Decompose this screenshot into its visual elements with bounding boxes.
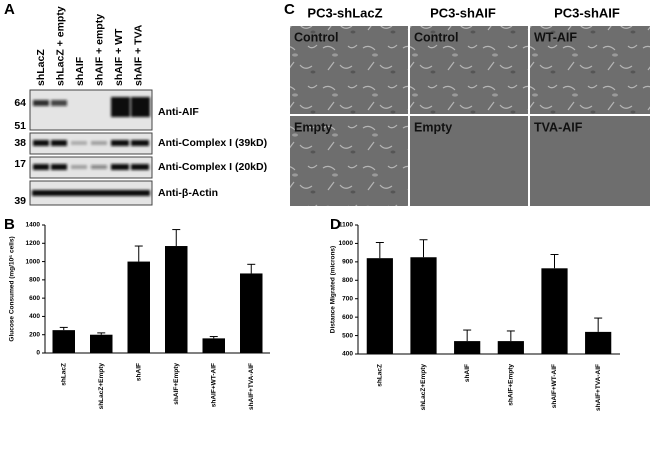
y-tick-label: 400 [342, 351, 353, 358]
y-tick-label: 1200 [26, 240, 41, 247]
marker: 17 [14, 158, 26, 170]
y-tick-label: 800 [342, 277, 353, 284]
blot-strip [29, 89, 153, 131]
marker: 39 [14, 195, 26, 207]
y-tick-label: 1000 [26, 258, 41, 265]
panel-label: C [284, 1, 295, 18]
x-tick-label: shLacZ+Empty [98, 363, 105, 410]
band [111, 97, 130, 117]
micrograph [410, 26, 528, 114]
y-axis-label: Distance Migrated (microns) [330, 246, 337, 333]
x-tick-label: shLacZ [60, 363, 67, 386]
band [71, 165, 87, 169]
antibody-label: Anti-AIF [158, 106, 199, 118]
x-tick-label: shAIF+Empty [173, 363, 180, 405]
band [32, 190, 150, 196]
x-tick-label: shLacZ [377, 364, 384, 387]
band [51, 100, 67, 106]
lane-label: shLacZ + empty [54, 6, 66, 86]
band [33, 100, 49, 106]
micrograph-label: Empty [294, 120, 332, 134]
bar [541, 268, 568, 354]
micrograph [290, 26, 408, 114]
band [51, 164, 67, 170]
antibody-label: Anti-Complex I (39kD) [158, 137, 267, 149]
x-tick-label: shAIF+WT-AIF [210, 363, 217, 407]
bar [240, 273, 263, 353]
micrograph [530, 26, 650, 114]
y-tick-label: 800 [29, 277, 40, 284]
x-tick-label: shAIF [135, 363, 142, 381]
micrographs: PC3-shLacZ PC3-shAIF PC3-shAIF Control C… [290, 5, 650, 206]
antibody-label: Anti-β-Actin [158, 187, 218, 199]
band [91, 165, 107, 169]
y-tick-label: 500 [342, 332, 353, 339]
micrograph [410, 116, 528, 206]
x-tick-label: shAIF+TVA-AIF [595, 364, 602, 411]
bar [127, 261, 150, 353]
micrograph-label: Empty [414, 120, 452, 134]
western-blot: 64 51 38 17 39 Anti-AIF Anti-Complex I (… [14, 89, 267, 207]
y-tick-label: 0 [36, 350, 40, 357]
y-tick-label: 600 [29, 295, 40, 302]
y-tick-label: 200 [29, 331, 40, 338]
x-tick-label: shAIF+TVA-AIF [248, 363, 255, 410]
band [111, 164, 129, 170]
panel-label: D [330, 216, 341, 233]
band [131, 97, 150, 117]
bar [585, 331, 612, 354]
band [71, 141, 87, 145]
band [33, 140, 49, 146]
x-tick-label: shAIF+Empty [508, 364, 515, 406]
marker: 38 [14, 137, 26, 149]
band [51, 140, 67, 146]
column-header: PC3-shLacZ [307, 5, 382, 20]
column-header: PC3-shAIF [554, 5, 620, 20]
y-tick-label: 700 [342, 295, 353, 302]
lane-label: shAIF [74, 56, 86, 86]
y-tick-label: 600 [342, 314, 353, 321]
y-axis-label: Glucose Consumed (mg/10⁶ cells) [9, 236, 16, 341]
x-tick-label: shLacZ+Empty [420, 364, 427, 411]
y-tick-label: 1400 [26, 222, 41, 229]
marker: 64 [14, 97, 26, 109]
lane-label: shLacZ [35, 49, 47, 86]
bar [454, 341, 481, 354]
bar [202, 338, 225, 353]
band [131, 164, 149, 170]
panel-label: B [4, 216, 15, 233]
micrograph [530, 116, 650, 206]
bar [497, 341, 524, 354]
micrograph-label: Control [414, 30, 458, 44]
micrograph [290, 116, 408, 206]
lane-label: shAIF + WT [113, 28, 125, 86]
bar [410, 257, 437, 354]
band [111, 140, 129, 146]
marker: 51 [14, 120, 26, 132]
micrograph-label: TVA-AIF [534, 120, 583, 134]
band [33, 164, 49, 170]
y-tick-label: 400 [29, 313, 40, 320]
bar [90, 334, 113, 353]
micrograph-label: WT-AIF [534, 30, 577, 44]
bar [52, 330, 75, 353]
x-tick-label: shAIF+WT-AIF [551, 364, 558, 408]
band [131, 140, 149, 146]
bar [366, 258, 393, 354]
lane-label: shAIF + TVA [132, 24, 144, 86]
y-tick-label: 900 [342, 259, 353, 266]
antibody-label: Anti-Complex I (20kD) [158, 161, 267, 173]
lane-label: shAIF + empty [93, 14, 105, 86]
column-header: PC3-shAIF [430, 5, 496, 20]
band [91, 141, 107, 145]
x-tick-label: shAIF [464, 364, 471, 382]
micrograph-label: Control [294, 30, 338, 44]
y-tick-label: 1100 [339, 222, 353, 229]
bar [165, 246, 188, 353]
panel-label: A [4, 1, 15, 18]
y-tick-label: 1000 [339, 240, 354, 247]
